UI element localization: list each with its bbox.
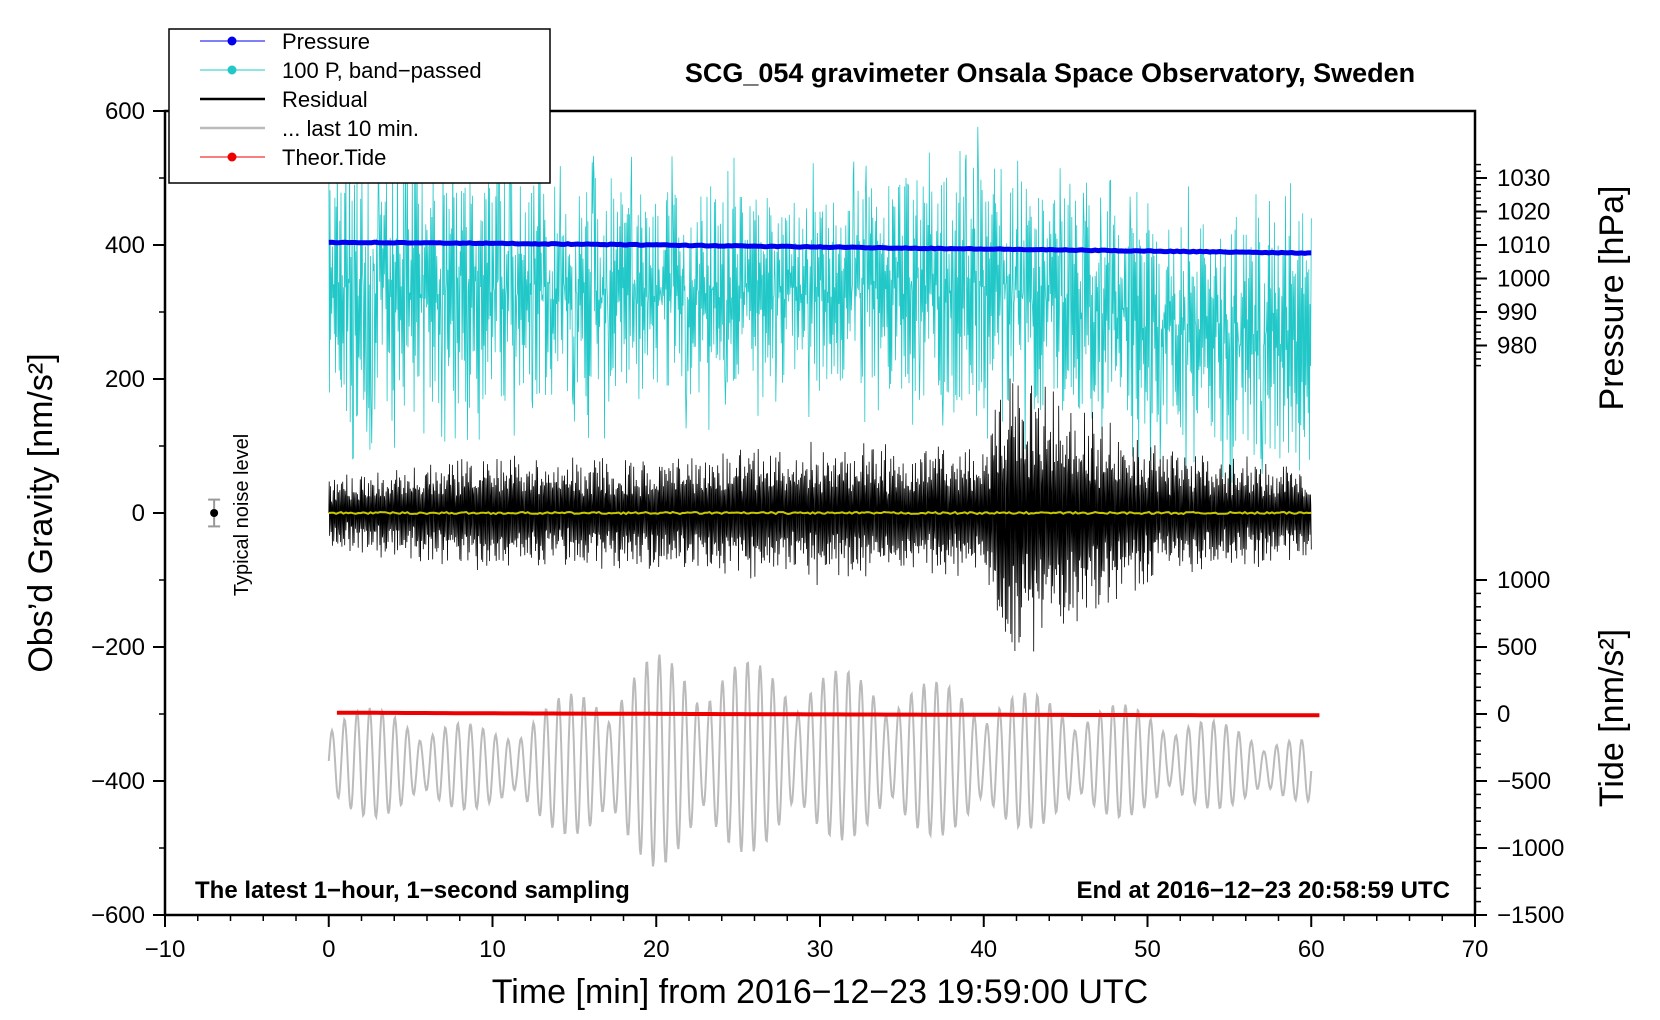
legend-dot	[227, 152, 237, 162]
legend: Pressure 100 P, band−passed Residual ... la…	[168, 28, 551, 184]
noise-point	[210, 509, 219, 517]
x-tick-label: 30	[807, 936, 834, 963]
tide-tick-label: −1500	[1497, 902, 1564, 929]
y-tick-label: −600	[91, 902, 145, 929]
x-tick-label: 0	[322, 936, 335, 963]
annotation-end-time: End at 2016−12−23 20:58:59 UTC	[1076, 877, 1450, 904]
annotation-sampling: The latest 1−hour, 1−second sampling	[195, 877, 630, 904]
y-tick-label: 400	[105, 232, 145, 259]
pressure-tick-label: 1000	[1497, 266, 1550, 293]
legend-label: ... last 10 min.	[282, 116, 419, 141]
legend-label: 100 P, band−passed	[282, 58, 482, 83]
tide-axis: −1500 −1000 −500 0 500 1000	[1475, 567, 1564, 929]
legend-label: Theor.Tide	[282, 145, 386, 170]
x-tick-label: 60	[1298, 936, 1325, 963]
legend-label: Residual	[282, 87, 368, 112]
y-tick-label: 600	[105, 98, 145, 125]
x-tick-label: 10	[479, 936, 506, 963]
pressure-tick-label: 1030	[1497, 165, 1550, 192]
bottom-axis: −10 0 10 20 30 40 50 60 70	[145, 915, 1489, 963]
series-pressure	[328, 239, 1312, 256]
series-layer	[327, 126, 1320, 867]
series-residual	[328, 378, 1312, 652]
x-tick-label: 20	[643, 936, 670, 963]
tide-tick-label: 500	[1497, 634, 1537, 661]
pressure-tick-label: 990	[1497, 299, 1537, 326]
x-tick-label: 70	[1462, 936, 1489, 963]
x-tick-label: 40	[970, 936, 997, 963]
left-axis: −600 −400 −200 0 200 400 600	[91, 98, 165, 929]
y-tick-label: −200	[91, 634, 145, 661]
series-last-10-min	[327, 654, 1313, 867]
y-axis-label-left: Obs’d Gravity [nm/s²]	[22, 353, 60, 672]
pressure-axis: 980 990 1000 1010 1020 1030	[1475, 163, 1550, 367]
x-tick-label: −10	[145, 936, 186, 963]
y-tick-label: 200	[105, 366, 145, 393]
y-axis-label-tide: Tide [nm/s²]	[1593, 629, 1631, 807]
tide-tick-label: −1000	[1497, 835, 1564, 862]
x-axis-label: Time [min] from 2016−12−23 19:59:00 UTC	[492, 973, 1148, 1011]
y-tick-label: 0	[132, 500, 145, 527]
y-tick-label: −400	[91, 768, 145, 795]
y-axis-label-pressure: Pressure [hPa]	[1593, 186, 1631, 411]
tide-tick-label: 0	[1497, 701, 1510, 728]
pressure-tick-label: 1020	[1497, 199, 1550, 226]
legend-dot	[227, 36, 237, 46]
pressure-tick-label: 980	[1497, 333, 1537, 360]
noise-layer	[208, 498, 221, 528]
tide-tick-label: −500	[1497, 768, 1551, 795]
series-theoretical-tide	[336, 710, 1320, 718]
legend-dot	[227, 65, 237, 75]
tide-tick-label: 1000	[1497, 567, 1550, 594]
series-bandpassed-pressure	[328, 126, 1312, 487]
x-tick-label: 50	[1134, 936, 1161, 963]
series-zero-reference	[328, 510, 1312, 516]
noise-level-label: Typical noise level	[231, 434, 253, 596]
legend-label: Pressure	[282, 29, 370, 54]
chart-title: SCG_054 gravimeter Onsala Space Observat…	[685, 58, 1415, 88]
pressure-tick-label: 1010	[1497, 232, 1550, 259]
